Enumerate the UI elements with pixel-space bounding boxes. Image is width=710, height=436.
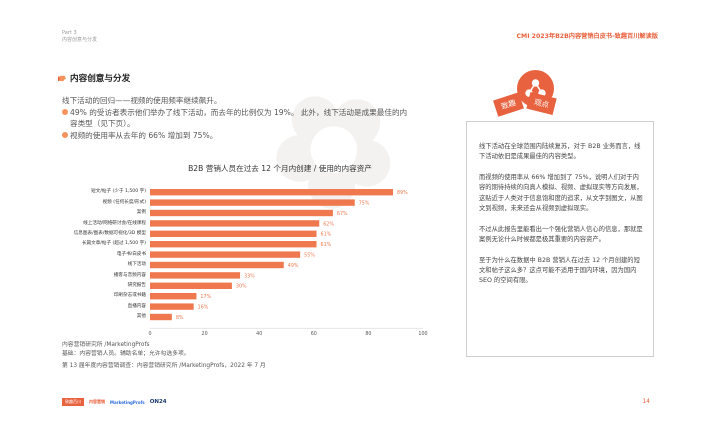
bar-value-label: 62% [323,221,334,227]
bar [150,313,172,321]
bar-value-label: 61% [321,232,332,238]
bar [150,230,317,237]
source-line-3: 第 13 届年度内容营销调查：内容营销研究所 /MarketingProfs，2… [62,363,266,369]
logo-zhiqu: 致趣百川 [62,398,84,406]
bar-value-label: 33% [244,273,255,279]
section-title: 内容创意与分发 [70,74,131,84]
x-tick-label: 60 [311,331,317,337]
part-label: Part 3 内容创意与分发 [62,30,97,44]
bar-value-label: 16% [198,305,209,311]
category-label: 视频 (任何长度/形式) [102,199,146,205]
logo-marketingprofs: MarketingProfs [110,399,145,405]
part-subtitle: 内容创意与分发 [62,37,98,43]
sidebar-paragraph: 不过从此报告里能看出一个强化营销人信心的信息，那就是案例无论什么时候都是极其重要… [479,225,643,244]
category-label: 其他 [136,314,146,320]
bar [150,209,333,217]
intro-bullet-1-cont: 容类型（见下页）。 [70,119,135,128]
x-tick-label: 0 [148,331,151,337]
bar-value-label: 55% [304,253,315,259]
bar-value-label: 49% [288,263,299,269]
bar-value-label: 89% [397,190,408,196]
x-tick-label: 100 [418,331,427,337]
category-label: 短文/帖子 (少于 1,500 字) [91,189,146,195]
x-tick-label: 40 [256,331,262,337]
bar-value-label: 75% [359,201,370,207]
page-number: 14 [642,398,650,405]
bar-value-label: 30% [236,284,247,290]
bar [150,189,393,196]
bar-value-label: 8% [176,315,184,321]
source-line-1: 内容营销研究所 /MarketingProfs [62,342,150,348]
bar [150,282,232,289]
bar [150,293,197,300]
sidebar-paragraph: 至于为什么在数据中 B2B 营销人在过去 12 个月创建的短文和帖子这么多？这点… [479,256,640,285]
intro-bullet-1: 49% 的受访者表示他们举办了线下活动，而去年的比例仅为 19%。 此外，线下活… [62,107,462,119]
bar [150,251,301,258]
logo-content-marketing: 内容营销 [89,399,105,404]
intro-text: 线下活动的回归——视频的使用频率继续飙升。 49% 的受访者表示他们举办了线下活… [62,95,462,141]
bar [150,303,194,310]
bullet-1-text: 49% 的受访者表示他们举办了线下活动，而去年的比例仅为 19%。 此外，线下活… [70,107,408,117]
footer-logos: 致趣百川 内容营销 MarketingProfs ON24 [62,398,167,406]
part-number: Part 3 [62,30,77,36]
logo-on24: ON24 [149,399,167,405]
category-label: 案例 [136,210,146,216]
bar [150,261,284,269]
source-line-2: 基础：内容营销人员。辅助名单；允许勾选多项。 [62,351,190,357]
bullet-dot-icon [62,109,68,115]
bullet-2-text: 视频的使用率从去年的 66% 增加到 75%。 [70,130,218,140]
bar-value-label: 67% [337,211,348,217]
category-label: 直播内容 [127,303,146,309]
sidebar-commentary: 线下活动在全球范围内陆续复苏，对于 B2B 业务而言，线下活动依旧是成果最佳的内… [466,121,654,357]
sidebar-paragraph: 线下活动在全球范围内陆续复苏，对于 B2B 业务而言，线下活动依旧是成果最佳的内… [479,143,641,161]
sidebar-paragraph: 而视频的使用率从 66% 增加到了 75%，说明人们对于内容的期待持续的向真人模… [479,174,643,212]
bar-value-label: 17% [200,294,211,300]
category-label: 印刷杂志或书籍 [113,293,146,299]
chart-title: B2B 营销人员在过去 12 个月内创建 / 使用的内容资产 [188,164,372,173]
bullet-dot-icon [62,132,68,138]
bar-value-label: 61% [321,242,332,248]
category-label: 播客与音频内容 [113,272,146,278]
intro-bullet-2: 视频的使用率从去年的 66% 增加到 75%。 [62,130,462,142]
bar [150,272,241,279]
intro-line: 线下活动的回归——视频的使用频率继续飙升。 [62,96,222,105]
bar [150,199,355,206]
category-label: 信息图表/图表/数据可视化/3D 模型 [73,230,146,236]
x-tick-label: 80 [365,331,371,337]
category-label: 长篇文章/帖子 (超过 1,500 字) [81,241,146,247]
category-label: 电子书/白皮书 [116,251,146,257]
bar [150,241,317,248]
report-title: CMI 2023年B2B内容营销白皮书-致趣百川解读版 [516,33,659,40]
category-label: 线上活动/网络研讨会/在线课程 [83,220,146,226]
category-label: 研究报告 [127,282,146,288]
x-tick-label: 20 [202,331,208,337]
category-label: 线下活动 [127,262,146,268]
bar [150,220,320,227]
section-hand-icon [58,75,67,82]
